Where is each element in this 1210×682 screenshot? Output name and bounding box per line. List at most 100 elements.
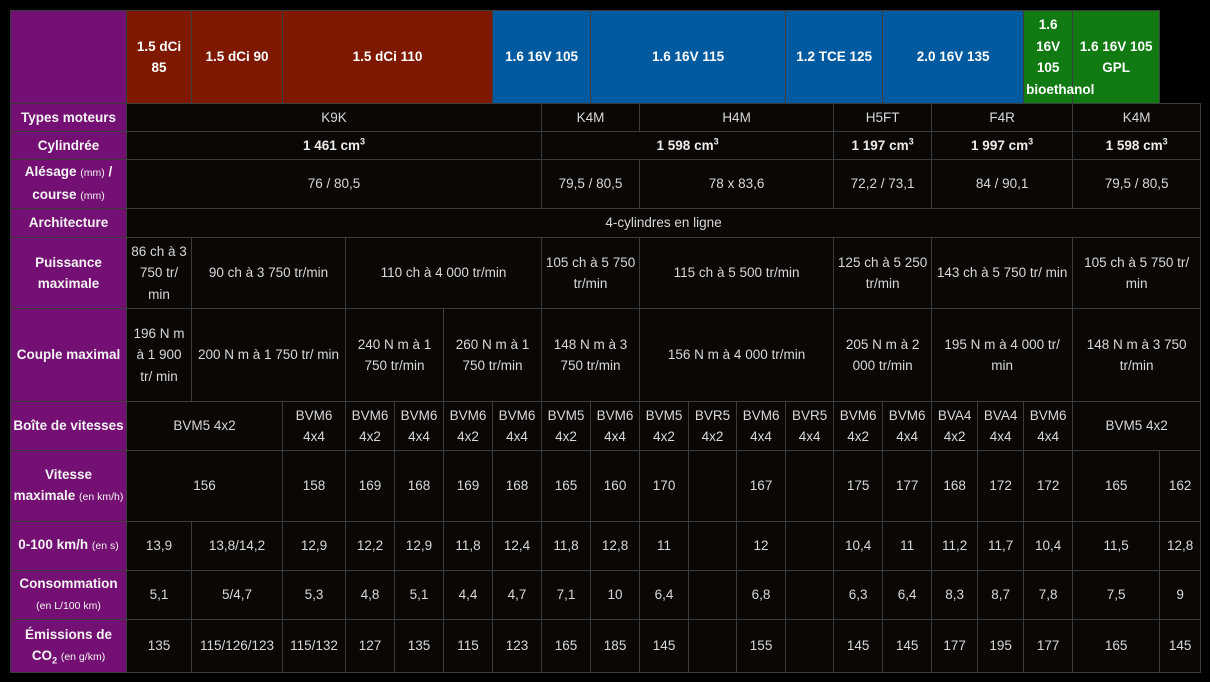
cell: 170 xyxy=(639,450,690,522)
cell: 6,3 xyxy=(833,570,884,620)
cell: 12,9 xyxy=(394,521,444,571)
cell: 10,4 xyxy=(1023,521,1074,571)
cell xyxy=(785,521,835,571)
col-header-16v115: 1.6 16V 115 xyxy=(590,10,787,104)
cell xyxy=(688,521,738,571)
cell: 1 197 cm3 xyxy=(833,131,933,160)
row-header: Architecture xyxy=(10,208,127,238)
cell: BVA4 4x4 xyxy=(977,401,1025,451)
cell: 1 461 cm3 xyxy=(125,131,543,160)
cell: BVM6 4x2 xyxy=(442,401,494,451)
cell: 177 xyxy=(1023,619,1074,673)
cell: 11,2 xyxy=(931,521,979,571)
cell: 160 xyxy=(590,450,641,522)
cell: 145 xyxy=(1159,619,1202,673)
col-header-15dci90: 1.5 dCi 90 xyxy=(191,10,283,104)
row-header: Émissions de CO2 (en g/km) xyxy=(10,619,127,673)
cell: 185 xyxy=(590,619,641,673)
cell: 4,8 xyxy=(345,570,395,620)
cell: 13,9 xyxy=(126,521,192,571)
cell xyxy=(785,570,835,620)
cell: 115/126/123 xyxy=(191,619,283,673)
row-header: Couple maximal xyxy=(10,308,127,402)
cell: 165 xyxy=(541,619,592,673)
cell: 90 ch à 3 750 tr/min xyxy=(191,237,346,309)
row-alesage: Alésage (mm) / course (mm) 76 / 80,5 79,5… xyxy=(10,159,1202,209)
cell: 168 xyxy=(394,450,444,522)
row-architecture: Architecture 4-cylindres en ligne xyxy=(10,208,1202,238)
cell: 169 xyxy=(345,450,395,522)
cell: 135 xyxy=(126,619,192,673)
col-header-gpl: 1.6 16V 105 GPL xyxy=(1072,10,1161,104)
cell: 156 xyxy=(126,450,283,522)
cell: BVM5 4x2 xyxy=(1072,401,1202,451)
row-puissance: Puissance maximale 86 ch à 3 750 tr/ min… xyxy=(10,237,1202,309)
cell: 175 xyxy=(833,450,884,522)
row-header: Puissance maximale xyxy=(10,237,127,309)
cell: BVR5 4x2 xyxy=(688,401,738,451)
cell: 8,7 xyxy=(977,570,1025,620)
cell: 11,8 xyxy=(541,521,592,571)
cell: 12,2 xyxy=(345,521,395,571)
cell: 12,8 xyxy=(590,521,641,571)
cell: 79,5 / 80,5 xyxy=(541,159,641,209)
cell: 125 ch à 5 250 tr/min xyxy=(833,237,933,309)
cell: 172 xyxy=(977,450,1025,522)
cell: 145 xyxy=(882,619,933,673)
cell: 84 / 90,1 xyxy=(931,159,1074,209)
cell: BVM6 4x4 xyxy=(492,401,543,451)
cell: 11,8 xyxy=(442,521,494,571)
cell: 12,4 xyxy=(492,521,543,571)
cell: 115/132 xyxy=(282,619,346,673)
cell: 168 xyxy=(931,450,979,522)
cell: F4R xyxy=(931,103,1074,132)
cell: 78 x 83,6 xyxy=(639,159,835,209)
cell: 7,5 xyxy=(1072,570,1161,620)
cell: 240 N m à 1 750 tr/min xyxy=(345,308,444,402)
cell: BVM6 4x4 xyxy=(394,401,444,451)
cell xyxy=(785,450,835,522)
cell: BVM5 4x2 xyxy=(541,401,592,451)
cell: BVR5 4x4 xyxy=(785,401,835,451)
col-header-12tce125: 1.2 TCE 125 xyxy=(785,10,884,104)
engine-spec-table: 1.5 dCi 85 1.5 dCi 90 1.5 dCi 110 1.6 16… xyxy=(10,10,1202,673)
cell: BVM6 4x2 xyxy=(833,401,884,451)
cell: 6,4 xyxy=(882,570,933,620)
col-header-bioethanol: 1.6 16V 105 bioethanol xyxy=(1023,10,1094,104)
cell: 115 ch à 5 500 tr/min xyxy=(639,237,835,309)
cell: 7,1 xyxy=(541,570,592,620)
row-header: Consommation (en L/100 km) xyxy=(10,570,127,620)
cell: 110 ch à 4 000 tr/min xyxy=(344,237,543,309)
cell: 196 N m à 1 900 tr/ min xyxy=(126,308,192,402)
cell xyxy=(688,570,738,620)
cell: 148 N m à 3 750 tr/min xyxy=(541,308,641,402)
cell: 10,4 xyxy=(833,521,884,571)
cell: 167 xyxy=(736,450,787,522)
cell: 115 xyxy=(442,619,494,673)
cell: K4M xyxy=(1072,103,1202,132)
cell: 11,5 xyxy=(1072,521,1161,571)
cell: 5,1 xyxy=(394,570,444,620)
col-header-20v135: 2.0 16V 135 xyxy=(882,10,1025,104)
cell: 177 xyxy=(931,619,979,673)
cell: 148 N m à 3 750 tr/min xyxy=(1072,308,1202,402)
row-header: Vitesse maximale (en km/h) xyxy=(10,450,127,522)
cell: 165 xyxy=(1072,619,1161,673)
cell: 6,8 xyxy=(736,570,787,620)
cell: 168 xyxy=(492,450,543,522)
row-header: Types moteurs xyxy=(10,103,127,132)
cell: BVM6 4x4 xyxy=(882,401,933,451)
cell: 11,7 xyxy=(977,521,1025,571)
cell: 79,5 / 80,5 xyxy=(1072,159,1202,209)
cell: 12,9 xyxy=(282,521,346,571)
cell: 4,4 xyxy=(442,570,494,620)
cell: 195 xyxy=(977,619,1025,673)
cell: 162 xyxy=(1159,450,1202,522)
cell: 10 xyxy=(590,570,641,620)
cell: 9 xyxy=(1159,570,1202,620)
row-vitesse: Vitesse maximale (en km/h) 156 158 169 1… xyxy=(10,450,1202,522)
cell: 165 xyxy=(541,450,592,522)
cell: 260 N m à 1 750 tr/min xyxy=(442,308,543,402)
cell: 7,8 xyxy=(1023,570,1074,620)
cell: 4-cylindres en ligne xyxy=(125,208,1202,238)
